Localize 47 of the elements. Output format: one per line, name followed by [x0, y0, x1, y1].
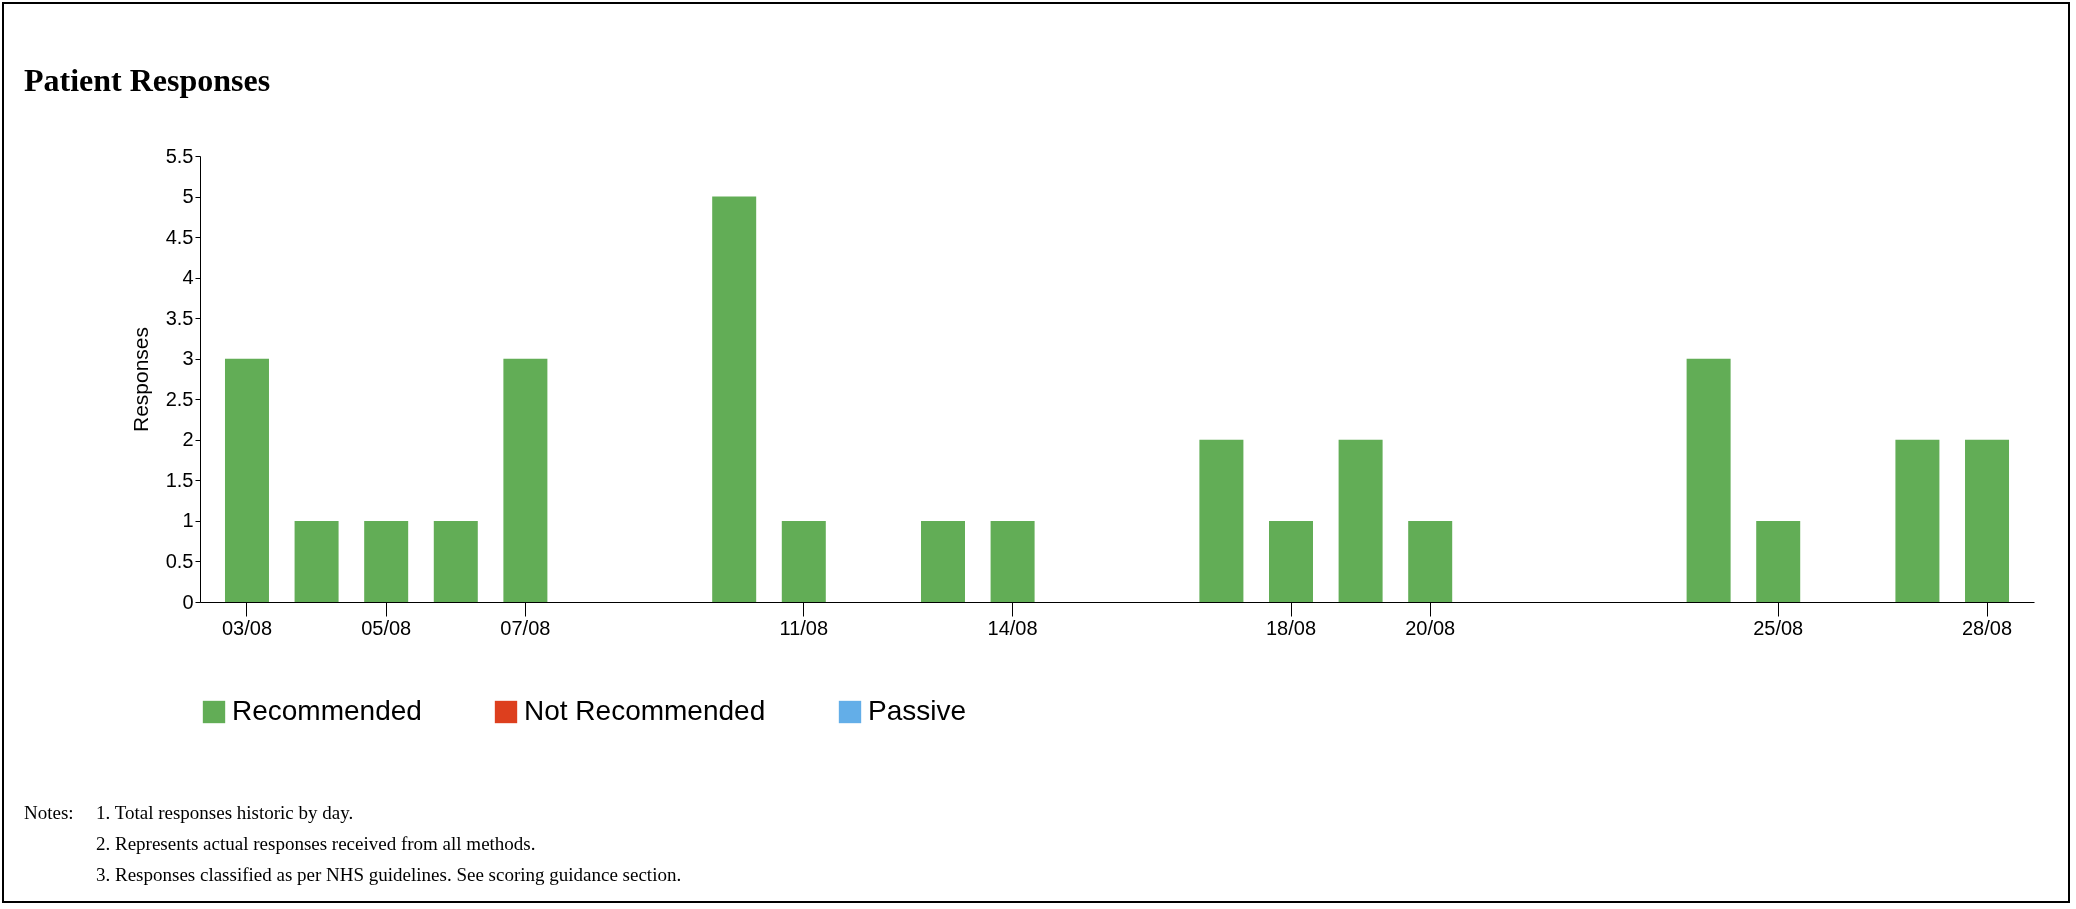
bar — [781, 520, 826, 602]
x-tick-label: 03/08 — [221, 616, 273, 639]
x-tick-label: 28/08 — [1961, 616, 2013, 639]
text: 3. Responses classified as per NHS guidelines. See scoring guidance section. — [96, 863, 682, 887]
y-tick-label: 0.5 — [165, 549, 194, 572]
y-axis-title: Responses — [128, 326, 152, 433]
chart-title: Patient Responses — [24, 62, 271, 98]
y-tick-label: 4 — [182, 266, 194, 289]
text: 1. Total responses historic by day. — [96, 801, 354, 825]
y-tick-label: 3.5 — [165, 306, 194, 329]
bar — [503, 358, 548, 602]
bar — [433, 520, 478, 602]
bar — [1338, 439, 1383, 602]
bar — [1756, 520, 1801, 602]
bar — [1965, 439, 2010, 602]
x-tick-label: 20/08 — [1405, 616, 1456, 639]
y-tick-label: 2.5 — [165, 387, 194, 410]
text: Notes: — [24, 801, 75, 825]
bar — [1686, 358, 1731, 602]
bar — [1199, 439, 1244, 602]
x-tick-label: 07/08 — [500, 616, 551, 639]
y-tick-label: 4.5 — [165, 225, 194, 248]
x-tick-label: 05/08 — [361, 616, 412, 639]
bar — [294, 520, 339, 602]
y-tick-label: 5.5 — [165, 144, 194, 167]
x-tick-label: 18/08 — [1265, 616, 1317, 639]
bar — [921, 520, 965, 602]
bar — [364, 520, 409, 602]
x-tick-label: 11/08 — [779, 616, 829, 639]
y-tick-label: 5 — [182, 185, 194, 208]
x-tick-label: 14/08 — [987, 616, 1038, 639]
y-tick-label: 0 — [182, 590, 194, 613]
y-tick-label: 2 — [182, 428, 194, 451]
y-tick-label: 1.5 — [165, 468, 194, 491]
legend-label: Recommended — [232, 695, 422, 726]
text: 2. Represents actual responses received from all methods. — [96, 832, 536, 856]
x-tick-label: 25/08 — [1753, 616, 1804, 639]
bar — [1895, 439, 1940, 602]
bar — [1269, 520, 1313, 602]
bar — [712, 196, 757, 602]
legend-label: Passive — [868, 695, 967, 726]
y-tick-label: 3 — [182, 347, 194, 370]
legend-label: Not Recommended — [524, 695, 766, 726]
bar — [1408, 520, 1453, 602]
y-tick-label: 1 — [182, 509, 194, 532]
bar — [224, 358, 269, 602]
bar — [990, 520, 1035, 602]
